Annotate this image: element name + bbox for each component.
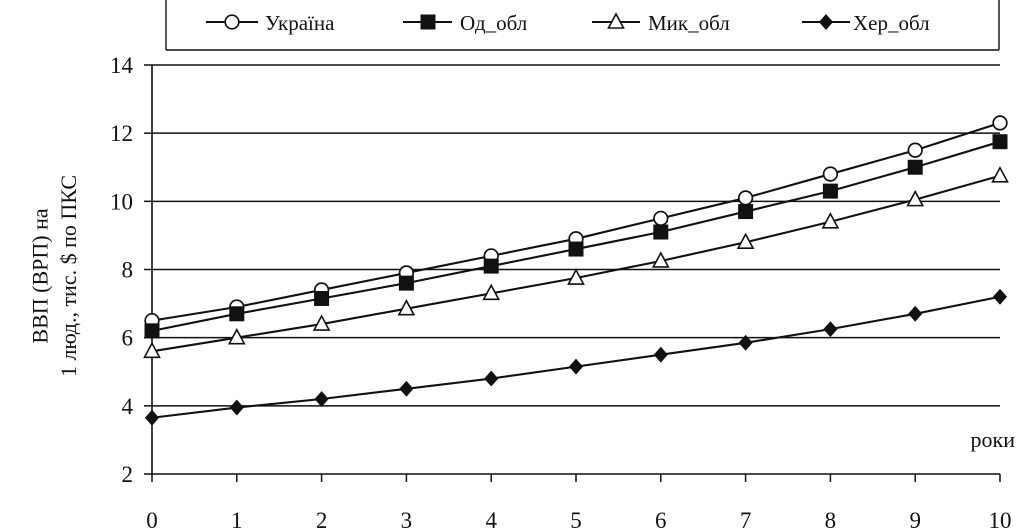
legend-marker-3 bbox=[607, 12, 625, 29]
data-point-2-3 bbox=[398, 275, 414, 291]
data-point-3-6 bbox=[651, 251, 670, 268]
data-point-2-6 bbox=[653, 224, 669, 240]
data-point-1-8 bbox=[822, 166, 839, 182]
data-point-2-7 bbox=[738, 204, 754, 220]
data-point-4-2 bbox=[314, 391, 329, 407]
legend-marker-2 bbox=[420, 14, 436, 30]
data-point-4-5 bbox=[568, 358, 584, 375]
data-point-4-7 bbox=[738, 334, 753, 351]
legend-label-4: Хер_обл bbox=[853, 11, 930, 35]
data-point-2-10 bbox=[992, 134, 1008, 150]
series-4 bbox=[144, 288, 1008, 426]
series-line-4 bbox=[150, 295, 1002, 419]
legend-marker-1 bbox=[224, 14, 240, 30]
series-3 bbox=[143, 166, 1009, 359]
legend-item-2: Од_обл bbox=[403, 11, 527, 35]
legend: Україна Од_обл Мик_обл Хер_обл bbox=[165, 0, 1000, 51]
series-1 bbox=[144, 115, 1008, 329]
y-tick-label: 8 bbox=[122, 258, 134, 283]
data-point-3-7 bbox=[736, 232, 755, 250]
data-point-3-3 bbox=[397, 299, 416, 316]
series-line-1 bbox=[150, 121, 1002, 322]
x-tick-label: 4 bbox=[485, 508, 497, 531]
x-tick-label: 8 bbox=[825, 508, 837, 531]
y-tick-label: 2 bbox=[122, 462, 134, 487]
x-tick-label: 6 bbox=[655, 508, 667, 531]
data-point-4-10 bbox=[992, 288, 1008, 305]
y-tick-label: 4 bbox=[122, 394, 134, 419]
label-layer: ВВП (ВРП) на 1 люд., тис. $ по ПКС роки bbox=[28, 175, 1016, 452]
x-tick-label: 7 bbox=[740, 508, 752, 531]
data-point-3-10 bbox=[991, 166, 1009, 183]
data-point-3-8 bbox=[821, 212, 840, 229]
y-axis-label-line-2: 1 люд., тис. $ по ПКС bbox=[56, 175, 81, 377]
series-layer bbox=[143, 115, 1009, 426]
y-tick-label: 10 bbox=[110, 189, 133, 214]
x-axis-unit-label: роки bbox=[971, 427, 1016, 452]
legend-item-3: Мик_обл bbox=[592, 11, 730, 35]
data-point-1-7 bbox=[737, 190, 754, 206]
data-point-1-10 bbox=[992, 115, 1008, 131]
x-tick-label: 2 bbox=[316, 508, 328, 531]
data-point-4-9 bbox=[908, 305, 923, 322]
data-point-4-4 bbox=[484, 370, 499, 387]
data-point-3-1 bbox=[227, 327, 246, 345]
data-point-3-9 bbox=[906, 189, 925, 207]
legend-label-1: Україна bbox=[265, 11, 335, 35]
legend-item-4: Хер_обл bbox=[802, 11, 930, 35]
y-axis-label: ВВП (ВРП) на 1 люд., тис. $ по ПКС bbox=[28, 175, 82, 377]
data-point-3-5 bbox=[567, 268, 585, 285]
data-point-2-2 bbox=[314, 290, 330, 306]
x-tick-label: 0 bbox=[146, 508, 158, 531]
data-point-3-0 bbox=[143, 341, 161, 359]
data-point-3-2 bbox=[312, 314, 331, 331]
data-point-2-4 bbox=[483, 258, 499, 274]
data-point-1-9 bbox=[907, 142, 923, 158]
legend-marker-4 bbox=[818, 14, 834, 30]
data-point-3-4 bbox=[482, 283, 501, 301]
legend-label-3: Мик_обл bbox=[648, 11, 730, 35]
y-axis-label-line-1: ВВП (ВРП) на bbox=[28, 208, 53, 343]
data-point-2-1 bbox=[229, 306, 245, 322]
y-tick-label: 6 bbox=[122, 326, 134, 351]
data-point-4-0 bbox=[144, 409, 160, 426]
data-point-4-6 bbox=[653, 346, 668, 363]
x-tick-label: 5 bbox=[570, 508, 582, 531]
data-point-4-3 bbox=[399, 380, 414, 397]
series-line-3 bbox=[150, 174, 1002, 353]
y-tick-label: 14 bbox=[110, 53, 134, 78]
x-tick-label: 10 bbox=[989, 508, 1012, 531]
x-tick-label: 3 bbox=[401, 508, 413, 531]
data-point-2-9 bbox=[907, 159, 923, 175]
x-tick-label: 9 bbox=[909, 508, 921, 531]
data-point-2-5 bbox=[568, 241, 584, 257]
data-point-4-8 bbox=[823, 321, 838, 338]
series-2 bbox=[144, 134, 1008, 339]
x-tick-label: 1 bbox=[231, 508, 243, 531]
data-point-1-6 bbox=[653, 210, 669, 227]
y-tick-label: 12 bbox=[110, 121, 133, 146]
data-point-4-1 bbox=[229, 399, 244, 416]
legend-item-1: Україна bbox=[206, 11, 335, 35]
legend-label-2: Од_обл bbox=[460, 11, 527, 35]
data-point-2-0 bbox=[144, 323, 160, 339]
data-point-2-8 bbox=[822, 183, 838, 199]
